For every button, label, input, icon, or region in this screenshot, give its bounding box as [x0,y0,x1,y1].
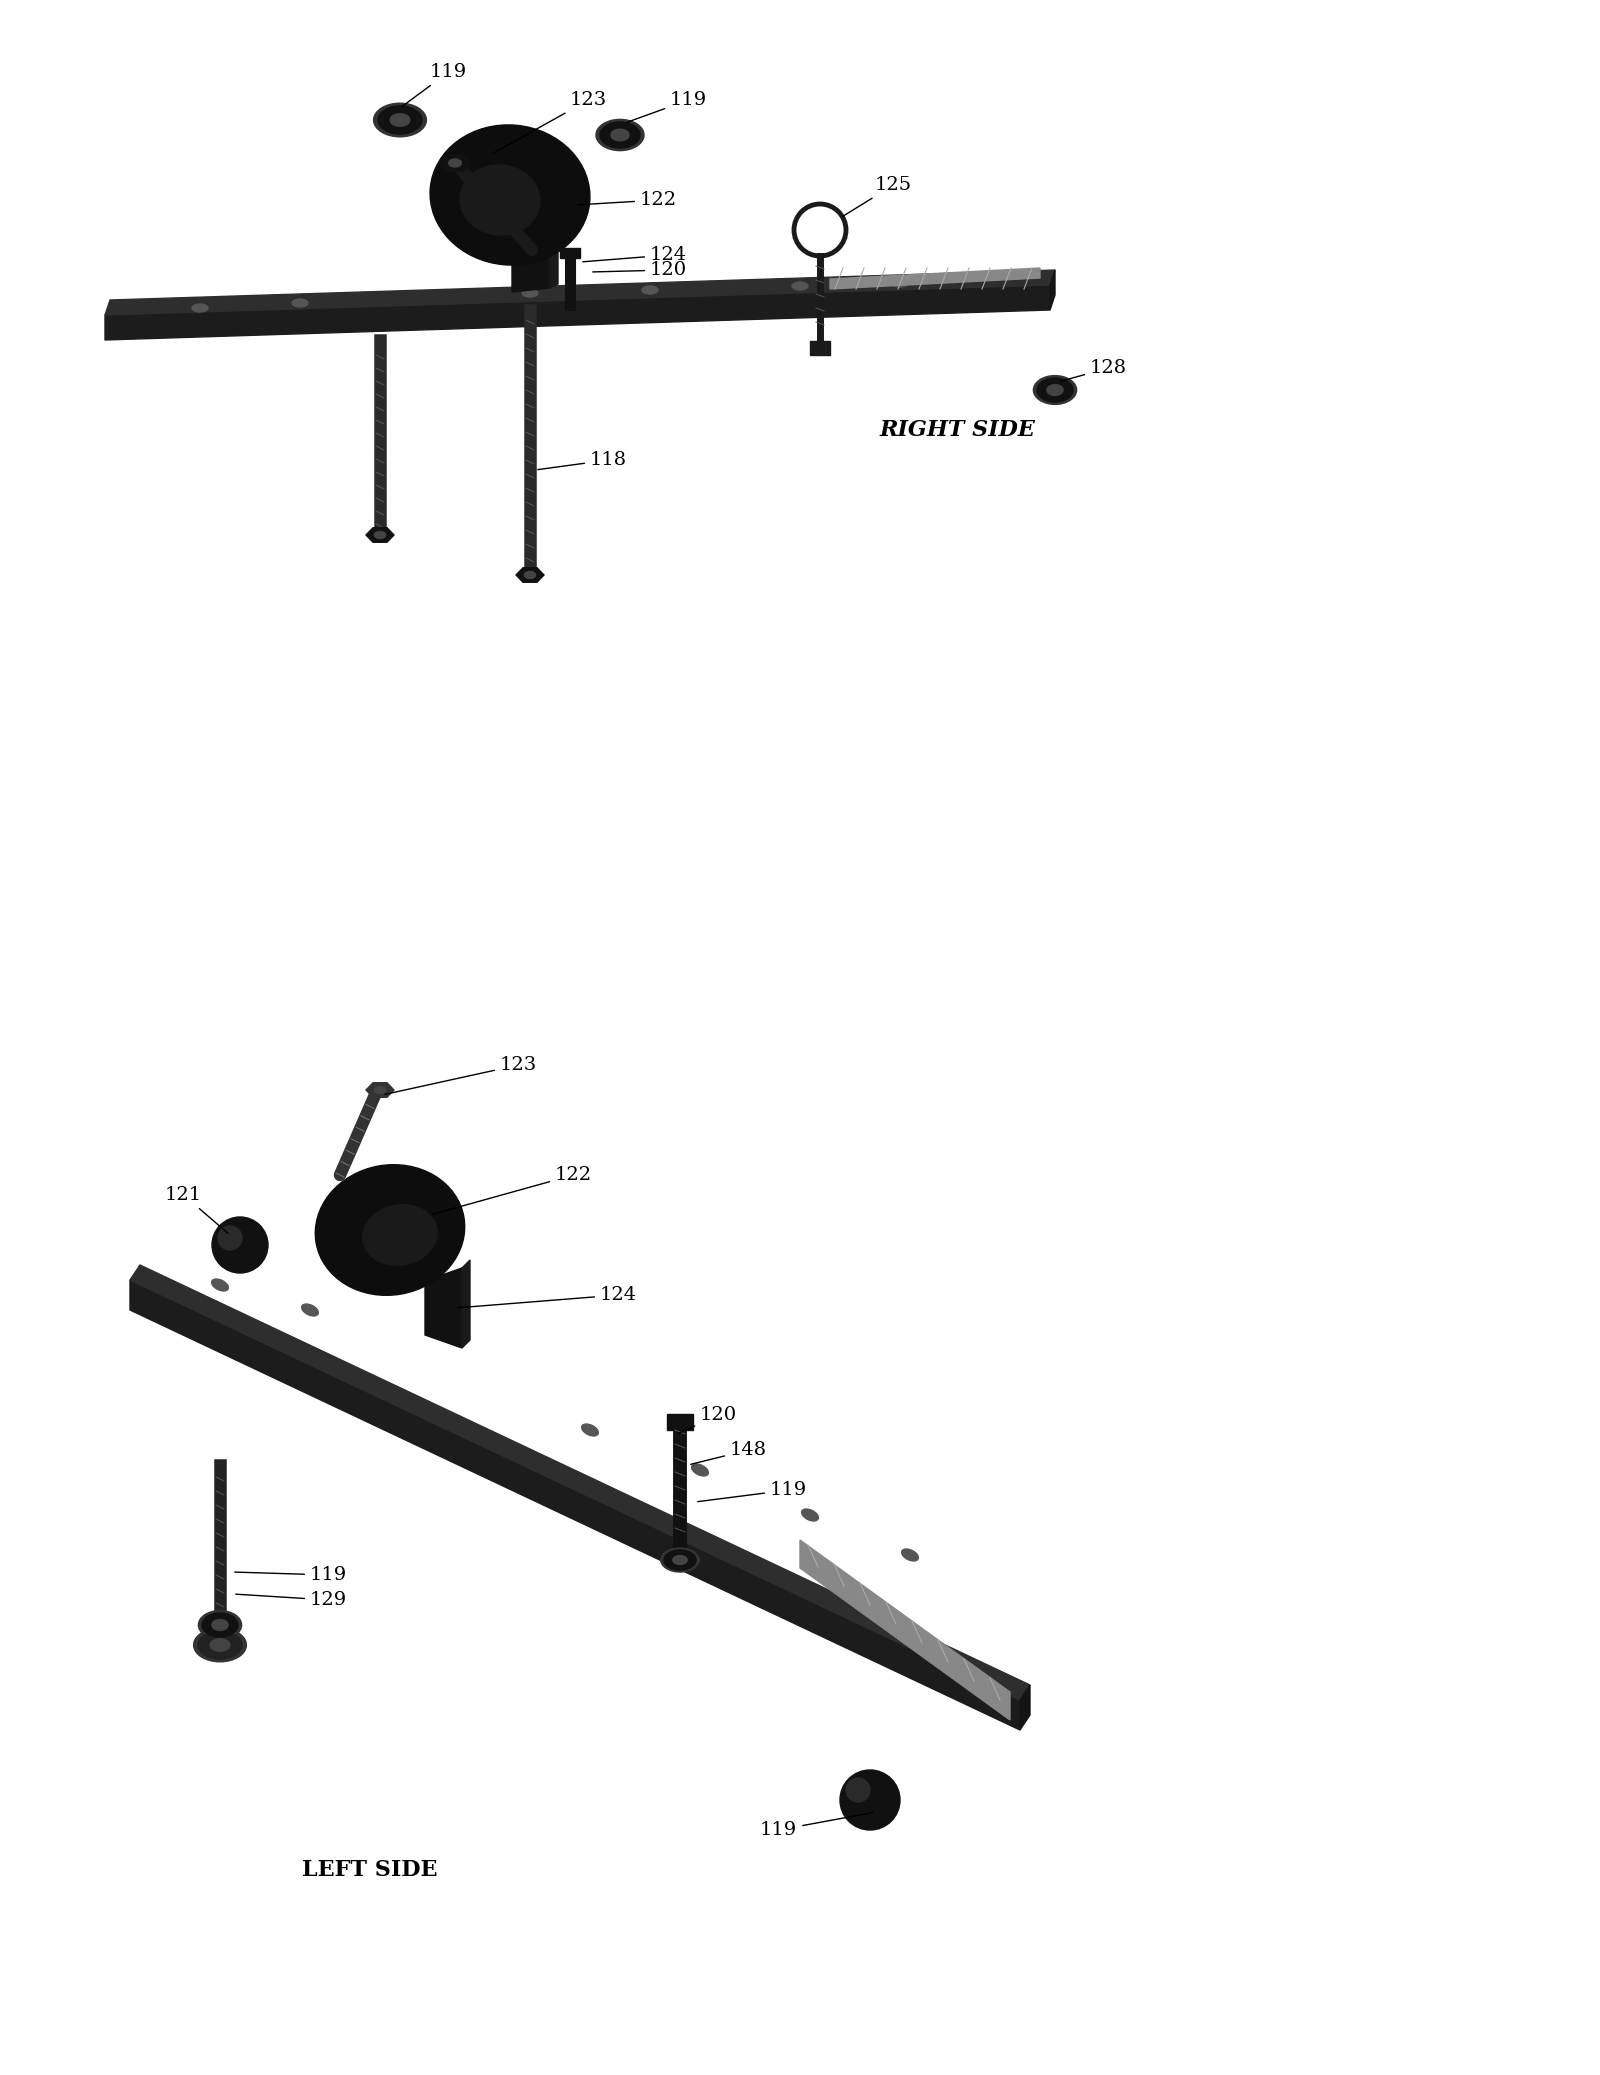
Circle shape [846,1778,870,1801]
Ellipse shape [611,129,629,141]
Text: 129: 129 [235,1592,347,1608]
Ellipse shape [902,1550,918,1560]
Ellipse shape [1037,378,1074,403]
Bar [560,249,579,257]
Ellipse shape [525,571,536,579]
Polygon shape [438,156,470,172]
Text: 120: 120 [592,261,686,278]
Ellipse shape [198,1610,242,1639]
Text: 121: 121 [165,1187,227,1233]
Circle shape [211,1218,269,1272]
Ellipse shape [211,1621,229,1631]
Ellipse shape [198,1631,242,1660]
Ellipse shape [522,288,538,297]
Polygon shape [830,268,1040,288]
Ellipse shape [378,106,422,135]
Ellipse shape [210,1639,230,1652]
Text: 124: 124 [582,247,686,264]
Text: 119: 119 [627,91,707,122]
Ellipse shape [291,299,307,307]
Ellipse shape [595,120,643,151]
Polygon shape [426,1268,462,1349]
Ellipse shape [893,278,909,286]
Text: 119: 119 [235,1567,347,1583]
Polygon shape [515,569,544,583]
Polygon shape [550,197,558,288]
Ellipse shape [194,1629,246,1662]
Ellipse shape [430,124,590,266]
Polygon shape [512,201,550,293]
Ellipse shape [1046,384,1062,396]
Ellipse shape [792,282,808,291]
Polygon shape [130,1266,1030,1699]
Ellipse shape [302,1303,318,1316]
Circle shape [218,1226,242,1249]
Text: 123: 123 [384,1056,538,1094]
Ellipse shape [642,286,658,295]
Ellipse shape [661,1548,699,1573]
Ellipse shape [448,160,461,166]
Circle shape [840,1770,899,1830]
Bar [810,340,830,355]
Polygon shape [106,270,1054,315]
Ellipse shape [461,164,539,234]
Ellipse shape [374,104,426,137]
Ellipse shape [600,122,640,147]
Ellipse shape [211,1278,229,1291]
Text: LEFT SIDE: LEFT SIDE [302,1859,438,1882]
Polygon shape [462,1260,470,1349]
Text: 120: 120 [677,1407,738,1434]
Ellipse shape [582,1423,598,1436]
Polygon shape [800,1540,1010,1720]
Text: 122: 122 [578,191,677,210]
Ellipse shape [363,1206,437,1266]
Text: 118: 118 [538,450,627,469]
Ellipse shape [691,1465,709,1475]
Ellipse shape [802,1509,818,1521]
Text: 125: 125 [842,176,912,216]
Polygon shape [130,1280,1021,1731]
Polygon shape [366,527,394,542]
Ellipse shape [672,1556,688,1565]
Ellipse shape [192,305,208,311]
Polygon shape [1021,1685,1030,1731]
Text: RIGHT SIDE: RIGHT SIDE [880,419,1035,442]
Ellipse shape [1034,376,1077,405]
Polygon shape [366,1083,394,1098]
Ellipse shape [374,1087,386,1094]
Text: 123: 123 [493,91,608,154]
Ellipse shape [390,114,410,127]
Text: 128: 128 [1061,359,1126,382]
Text: 122: 122 [432,1166,592,1214]
Text: 119: 119 [760,1811,874,1838]
Bar [667,1413,693,1430]
Ellipse shape [315,1164,464,1295]
Ellipse shape [202,1612,238,1637]
Ellipse shape [664,1550,696,1571]
Text: 119: 119 [402,62,467,106]
Text: 124: 124 [458,1286,637,1307]
Text: 148: 148 [691,1440,766,1465]
Polygon shape [1050,270,1054,309]
Ellipse shape [374,531,386,540]
Text: 119: 119 [698,1482,808,1502]
Polygon shape [106,284,1050,340]
